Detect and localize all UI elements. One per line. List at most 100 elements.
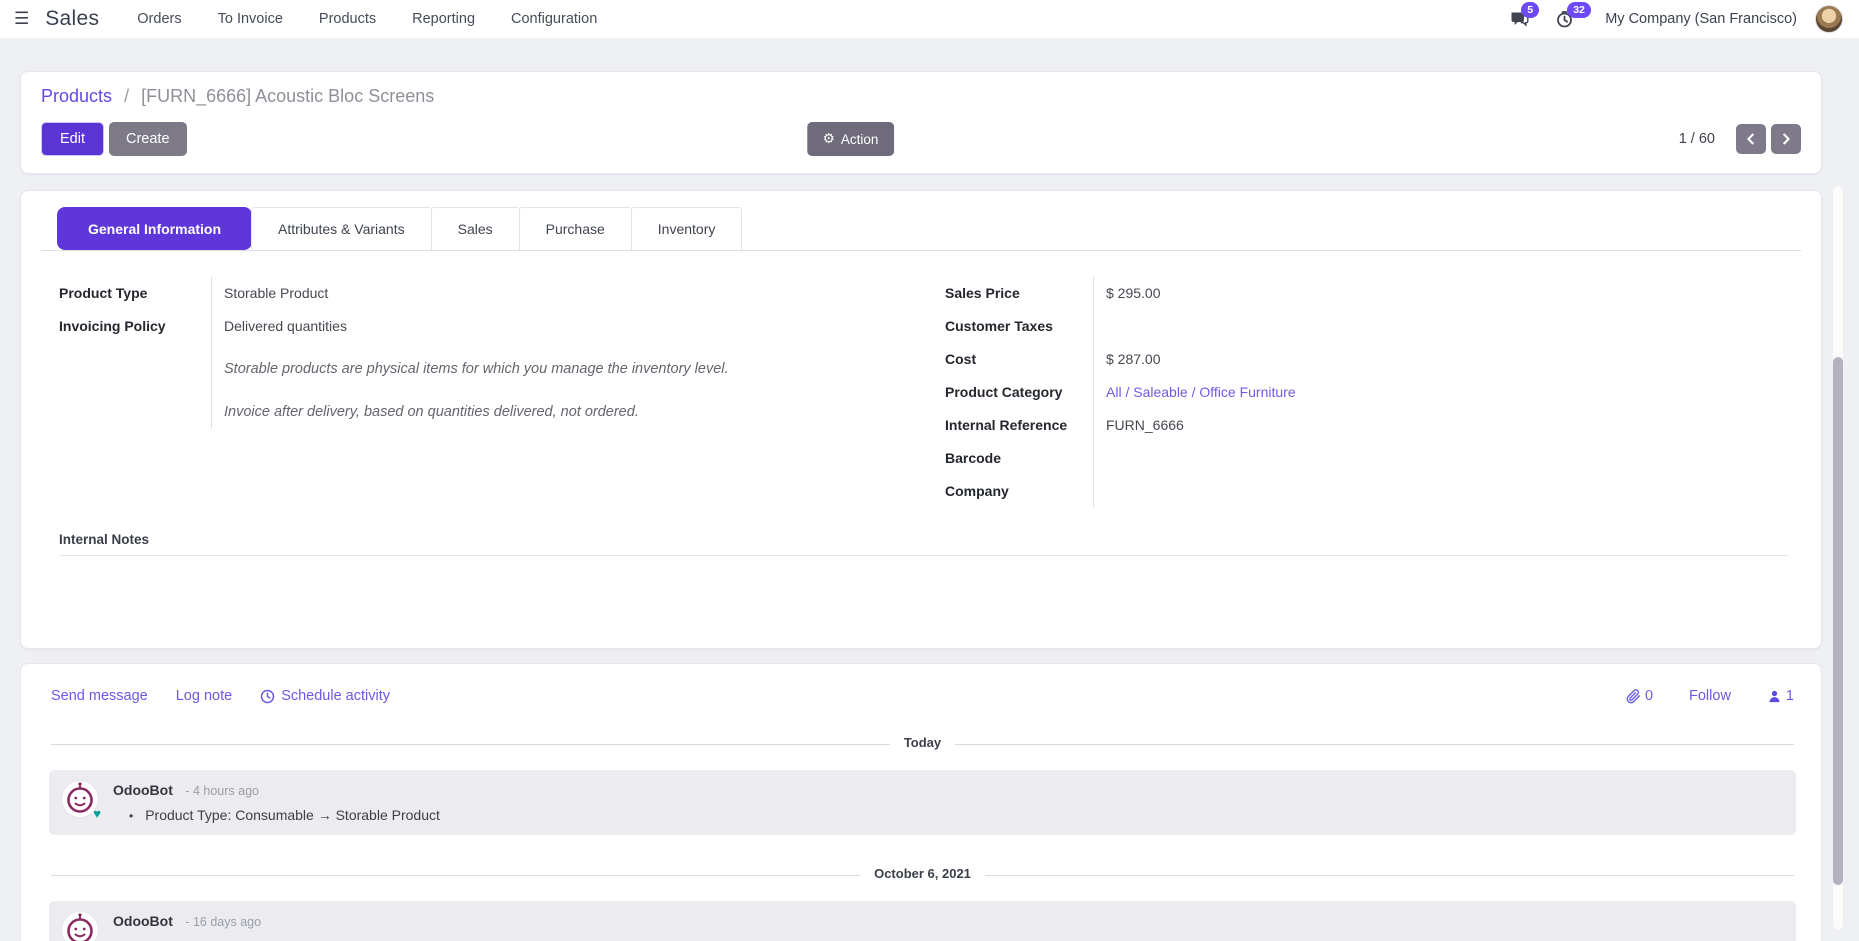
notebook-tabs: General Information Attributes & Variant…	[41, 207, 1801, 251]
attachments-count: 0	[1644, 688, 1654, 704]
field-label-barcode: Barcode	[945, 450, 1002, 466]
product-form-sheet: General Information Attributes & Variant…	[20, 190, 1822, 649]
attachments-button[interactable]: 0	[1626, 688, 1653, 704]
clock-small-icon	[260, 689, 275, 703]
message-header: OdooBot - 4 hours ago	[113, 782, 440, 800]
edit-button[interactable]: Edit	[41, 122, 104, 156]
apps-menu-icon[interactable]: ☰	[14, 9, 30, 28]
action-button[interactable]: ⚙ Action	[806, 122, 895, 156]
date-divider-october: October 6, 2021	[39, 865, 1806, 885]
tab-purchase[interactable]: Purchase	[518, 207, 632, 250]
message-body: Product Template created	[113, 938, 288, 941]
message-author[interactable]: OdooBot	[113, 782, 173, 798]
field-value-product-type[interactable]: Storable Product	[211, 277, 945, 310]
divider-label: Today	[889, 735, 956, 750]
log-note-button[interactable]: Log note	[175, 688, 233, 704]
navbar-right: 5 32 My Company (San Francisco)	[1483, 2, 1843, 33]
schedule-activity-label: Schedule activity	[281, 688, 390, 704]
tab-inventory[interactable]: Inventory	[630, 207, 743, 250]
user-avatar[interactable]	[1815, 5, 1843, 33]
spacer	[59, 386, 211, 429]
field-value-invoicing-policy[interactable]: Delivered quantities	[211, 310, 945, 343]
field-label-product-category: Product Category	[945, 384, 1063, 400]
message-author[interactable]: OdooBot	[113, 913, 173, 929]
internal-notes-divider	[59, 555, 1789, 556]
control-panel: Products / [FURN_6666] Acoustic Bloc Scr…	[20, 71, 1822, 174]
followers-count: 1	[1785, 688, 1794, 704]
person-icon	[1769, 690, 1780, 702]
divider-label: October 6, 2021	[860, 866, 985, 881]
internal-notes-label: Internal Notes	[59, 532, 150, 547]
nav-item-reporting[interactable]: Reporting	[412, 11, 476, 27]
help-note-storable: Storable products are physical items for…	[211, 343, 945, 386]
odoobot-avatar-image	[61, 780, 99, 818]
messages-menu[interactable]: 5	[1509, 2, 1540, 29]
send-message-button[interactable]: Send message	[51, 688, 148, 704]
spacer	[59, 343, 211, 386]
messages-badge: 5	[1521, 2, 1540, 18]
create-button[interactable]: Create	[109, 122, 187, 156]
follow-button[interactable]: Follow	[1689, 688, 1731, 704]
field-value-barcode[interactable]	[1093, 442, 1801, 475]
chevron-right-icon	[1783, 133, 1790, 145]
schedule-activity-button[interactable]: Schedule activity	[260, 688, 390, 704]
tab-attributes-variants[interactable]: Attributes & Variants	[251, 207, 432, 250]
message-content: OdooBot - 4 hours ago • Product Type: Co…	[113, 780, 440, 823]
field-value-internal-reference[interactable]: FURN_6666	[1093, 409, 1801, 442]
scrollbar-track[interactable]	[1833, 186, 1843, 930]
message-text: Product Type: Consumable → Storable Prod…	[145, 807, 440, 823]
message-text: Product Template created	[129, 938, 288, 941]
product-category-link[interactable]: All / Saleable / Office Furniture	[1106, 384, 1296, 400]
field-group-right: Sales Price $ 295.00 Customer Taxes Cost…	[945, 277, 1801, 508]
pager-next-button[interactable]	[1771, 124, 1801, 154]
field-value-company[interactable]	[1093, 475, 1801, 508]
chatter-links: Send message Log note Schedule activity	[51, 688, 390, 704]
followers-button[interactable]: 1	[1767, 688, 1794, 704]
message-content: OdooBot - 16 days ago Product Template c…	[113, 911, 288, 941]
general-information-panel: Product Type Storable Product Invoicing …	[41, 251, 1801, 508]
field-label-customer-taxes: Customer Taxes	[945, 318, 1053, 334]
app-name[interactable]: Sales	[45, 7, 100, 30]
breadcrumb: Products / [FURN_6666] Acoustic Bloc Scr…	[41, 86, 1801, 107]
heart-icon: ♥	[93, 806, 101, 821]
company-switcher[interactable]: My Company (San Francisco)	[1605, 11, 1797, 27]
field-label-cost: Cost	[945, 351, 977, 367]
pager-previous-button[interactable]	[1736, 124, 1766, 154]
field-label-internal-reference: Internal Reference	[945, 417, 1068, 433]
gear-icon: ⚙	[822, 131, 835, 146]
nav-menu: Orders To Invoice Products Reporting Con…	[137, 11, 597, 27]
field-label-sales-price: Sales Price	[945, 285, 1020, 301]
field-label-product-type: Product Type	[59, 285, 148, 301]
field-value-customer-taxes[interactable]	[1093, 310, 1801, 343]
field-label-invoicing-policy: Invoicing Policy	[59, 318, 166, 334]
tab-sales[interactable]: Sales	[430, 207, 520, 250]
pager: 1 / 60	[1679, 124, 1801, 154]
field-value-sales-price[interactable]: $ 295.00	[1093, 277, 1801, 310]
odoobot-avatar-image	[61, 911, 99, 941]
field-label-company: Company	[945, 483, 1009, 499]
nav-item-orders[interactable]: Orders	[137, 11, 182, 27]
nav-item-products[interactable]: Products	[318, 11, 377, 27]
odoobot-avatar	[61, 911, 99, 941]
button-row: Edit Create ⚙ Action 1 / 60	[41, 120, 1801, 158]
help-note-invoicing: Invoice after delivery, based on quantit…	[211, 386, 945, 429]
activities-menu[interactable]: 32	[1555, 2, 1591, 29]
paperclip-icon	[1626, 688, 1641, 703]
message-time: - 16 days ago	[185, 915, 262, 929]
message-time: - 4 hours ago	[185, 784, 259, 798]
nav-item-to-invoice[interactable]: To Invoice	[217, 11, 283, 27]
message-header: OdooBot - 16 days ago	[113, 913, 288, 931]
tab-general-information[interactable]: General Information	[57, 207, 253, 250]
chatter: Send message Log note Schedule activity …	[20, 663, 1822, 941]
activities-badge: 32	[1567, 2, 1591, 18]
breadcrumb-products-link[interactable]: Products	[41, 86, 113, 106]
pager-value: 1 / 60	[1678, 131, 1715, 147]
message-card: ♥ OdooBot - 4 hours ago • Product Type: …	[49, 770, 1796, 835]
odoobot-avatar: ♥	[61, 780, 101, 821]
message-card: OdooBot - 16 days ago Product Template c…	[49, 901, 1796, 941]
scrollbar-thumb[interactable]	[1833, 357, 1843, 885]
bullet-icon: •	[129, 809, 134, 823]
field-value-cost[interactable]: $ 287.00	[1093, 343, 1801, 376]
nav-item-configuration[interactable]: Configuration	[511, 11, 598, 27]
